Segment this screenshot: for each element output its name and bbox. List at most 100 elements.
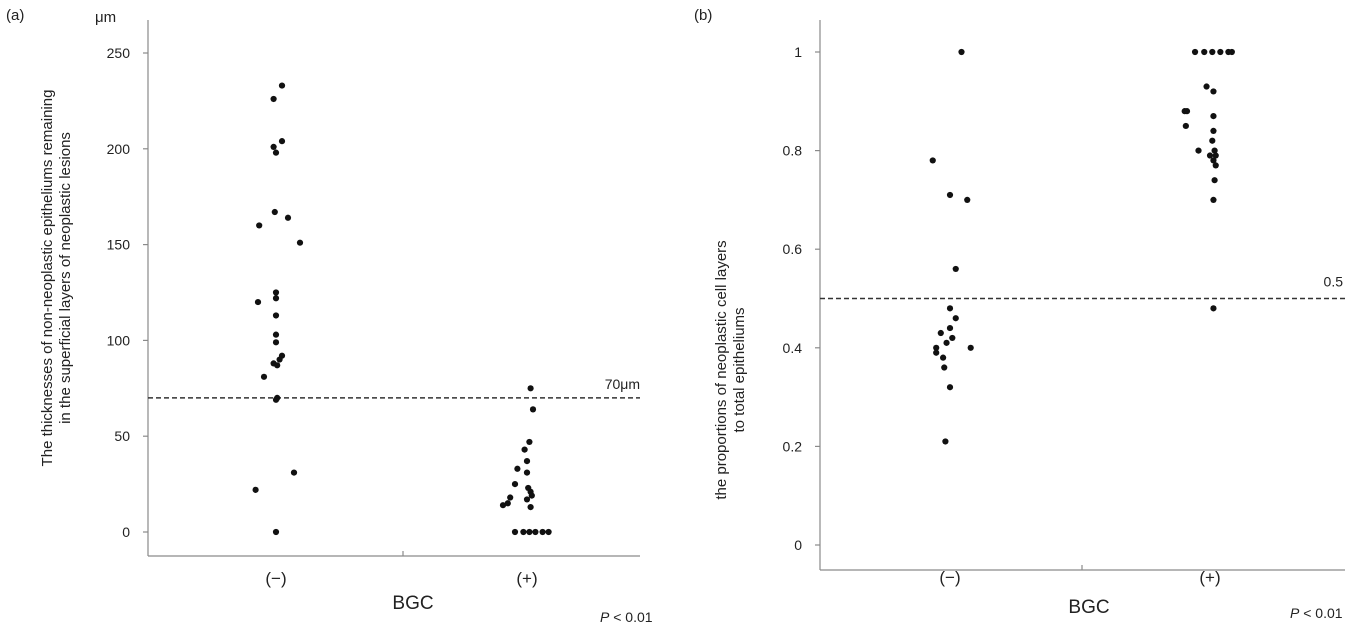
data-point: [933, 344, 940, 351]
data-point: [523, 469, 531, 476]
data-point: [1209, 137, 1216, 144]
data-point: [946, 305, 954, 312]
panel-b: (b) the proportions of neoplastic cell l…: [694, 7, 1345, 621]
data-point: [1210, 305, 1217, 312]
panel-b-y-ticks: 0 0.2 0.4 0.6 0.8 1: [783, 44, 820, 553]
data-point: [1210, 112, 1217, 120]
data-point: [290, 469, 298, 476]
data-point: [272, 289, 280, 296]
data-point: [946, 384, 954, 391]
data-point: [520, 528, 527, 536]
data-point: [526, 528, 533, 536]
data-point: [272, 149, 280, 156]
data-point: [521, 446, 528, 453]
data-point: [272, 331, 280, 338]
panel-a-unit-label: μm: [95, 9, 116, 26]
panel-a-ylabel-line-2: in the superficial layers of neoplastic …: [57, 132, 74, 424]
data-point: [933, 349, 940, 356]
data-point: [937, 329, 944, 337]
data-point: [529, 406, 537, 413]
data-point: [1217, 48, 1224, 56]
data-point: [943, 339, 950, 346]
data-point: [1191, 48, 1199, 56]
y-tick-label: 1: [794, 44, 802, 60]
data-point: [272, 312, 280, 319]
panel-b-xlabel: BGC: [1068, 597, 1109, 618]
data-point: [1203, 83, 1210, 90]
panel-a-label: (a): [6, 7, 24, 24]
data-point: [511, 481, 519, 488]
panel-a-xlabel: BGC: [392, 593, 433, 614]
data-point: [254, 298, 262, 306]
panel-a-reference-label: 70μm: [605, 376, 640, 392]
panel-a: (a) μm The thicknesses of non-neoplastic…: [6, 7, 653, 625]
data-point: [1195, 147, 1202, 154]
data-point: [528, 492, 535, 499]
data-point: [276, 356, 283, 363]
data-point: [523, 496, 531, 503]
panel-a-category-positive: (+): [516, 569, 537, 588]
panel-a-p-symbol: P: [600, 609, 610, 625]
data-point: [958, 48, 965, 56]
y-tick-label: 0: [122, 524, 130, 540]
data-point: [946, 324, 954, 332]
data-point: [940, 354, 947, 361]
panel-b-ylabel-line-2: to total epitheliums: [731, 307, 748, 432]
data-point: [1206, 152, 1214, 159]
data-point: [532, 528, 539, 536]
data-point: [523, 458, 531, 465]
panel-a-y-ticks: 0 50 100 150 200 250: [107, 45, 148, 540]
panel-a-category-negative: (−): [265, 569, 286, 588]
data-point: [946, 191, 954, 199]
y-tick-label: 0.4: [783, 340, 803, 356]
data-point: [941, 364, 948, 371]
data-point: [952, 315, 959, 322]
panel-b-p-symbol: P: [1290, 605, 1300, 621]
y-tick-label: 0.6: [783, 241, 803, 257]
y-tick-label: 0.8: [783, 143, 803, 159]
data-point: [942, 438, 949, 445]
data-point: [278, 138, 286, 145]
panel-b-reference-label: 0.5: [1324, 274, 1344, 290]
data-point: [272, 295, 280, 302]
data-point: [507, 494, 514, 501]
panel-b-p-text: < 0.01: [1303, 605, 1343, 621]
data-point: [1182, 122, 1189, 130]
data-point: [284, 214, 292, 221]
data-point: [504, 500, 511, 507]
y-tick-label: 250: [107, 45, 131, 61]
data-point: [272, 528, 280, 536]
data-point: [272, 396, 280, 403]
panel-b-category-negative: (−): [939, 568, 960, 587]
panel-b-points: [929, 48, 1235, 445]
panel-b-ylabel-line-1: the proportions of neoplastic cell layer…: [713, 240, 730, 499]
data-point: [952, 265, 959, 273]
data-point: [1210, 157, 1217, 164]
data-point: [260, 373, 268, 380]
data-point: [929, 157, 936, 164]
y-tick-label: 0: [794, 537, 802, 553]
data-point: [967, 344, 974, 351]
data-point: [1201, 48, 1208, 56]
y-tick-label: 50: [114, 428, 130, 444]
data-point: [964, 196, 971, 203]
data-point: [296, 239, 304, 246]
data-point: [252, 486, 259, 493]
data-point: [1210, 88, 1217, 95]
data-point: [539, 528, 546, 536]
data-point: [1183, 108, 1191, 115]
y-tick-label: 100: [107, 332, 131, 348]
panel-a-p-value: P < 0.01: [600, 609, 653, 625]
data-point: [1212, 152, 1219, 159]
panel-b-p-value: P < 0.01: [1290, 605, 1343, 621]
y-tick-label: 0.2: [783, 438, 803, 454]
panel-a-points: [252, 82, 552, 536]
data-point: [256, 222, 263, 229]
data-point: [1211, 147, 1218, 154]
data-point: [526, 438, 533, 446]
data-point: [527, 503, 534, 511]
data-point: [1212, 162, 1219, 169]
data-point: [499, 502, 507, 509]
panel-a-p-text: < 0.01: [613, 609, 653, 625]
